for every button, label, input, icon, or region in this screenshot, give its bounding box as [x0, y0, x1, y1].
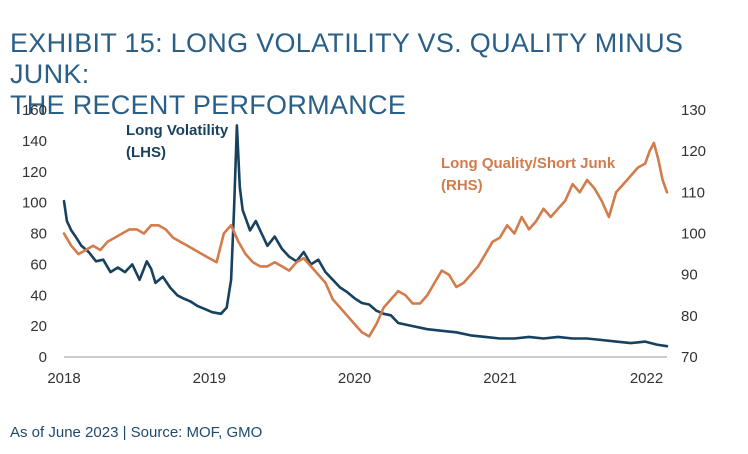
right-axis-tick-label: 70 — [681, 349, 698, 366]
right-axis-tick-label: 90 — [681, 267, 698, 284]
x-axis-tick-label: 2020 — [338, 370, 371, 387]
lhs-series-label-line-2: (LHS) — [126, 144, 166, 161]
left-axis-tick-label: 80 — [30, 226, 47, 243]
left-axis-tick-label: 140 — [22, 133, 47, 150]
chart-title-line-1: EXHIBIT 15: LONG VOLATILITY VS. QUALITY … — [10, 28, 684, 89]
left-axis-ticks: 0 20 40 60 80 100 120 140 160 — [22, 102, 47, 366]
left-axis-tick-label: 160 — [22, 102, 47, 119]
x-axis-tick-label: 2019 — [193, 370, 226, 387]
left-axis-tick-label: 20 — [30, 318, 47, 335]
right-axis-tick-label: 110 — [681, 184, 705, 201]
left-axis-tick-label: 100 — [22, 195, 47, 212]
right-axis-tick-label: 100 — [681, 226, 706, 243]
right-axis-tick-label: 130 — [681, 102, 706, 119]
rhs-series-label-line-1: Long Quality/Short Junk — [441, 155, 616, 172]
left-axis-tick-label: 0 — [39, 349, 47, 366]
x-axis-tick-label: 2021 — [483, 370, 516, 387]
right-axis-tick-label: 80 — [681, 308, 698, 325]
right-axis-ticks: 70 80 90 100 110 120 130 — [681, 102, 706, 366]
source-footnote: As of June 2023 | Source: MOF, GMO — [10, 424, 263, 441]
x-axis-tick-label: 2018 — [47, 370, 80, 387]
long-quality-short-junk-line — [62, 141, 669, 338]
chart-title: EXHIBIT 15: LONG VOLATILITY VS. QUALITY … — [10, 28, 748, 121]
left-axis-tick-label: 40 — [30, 287, 47, 304]
left-axis-tick-label: 120 — [22, 164, 47, 181]
right-axis-tick-label: 120 — [681, 143, 706, 160]
x-axis-ticks: 2018 2019 2020 2021 2022 — [47, 370, 663, 387]
lhs-series-label-line-1: Long Volatility — [126, 122, 229, 139]
series-lines — [62, 124, 669, 348]
long-volatility-line — [62, 124, 669, 348]
rhs-series-label-line-2: (RHS) — [441, 177, 483, 194]
left-axis-tick-label: 60 — [30, 256, 47, 273]
chart-title-line-2: THE RECENT PERFORMANCE — [10, 90, 407, 120]
x-axis-tick-label: 2022 — [630, 370, 663, 387]
